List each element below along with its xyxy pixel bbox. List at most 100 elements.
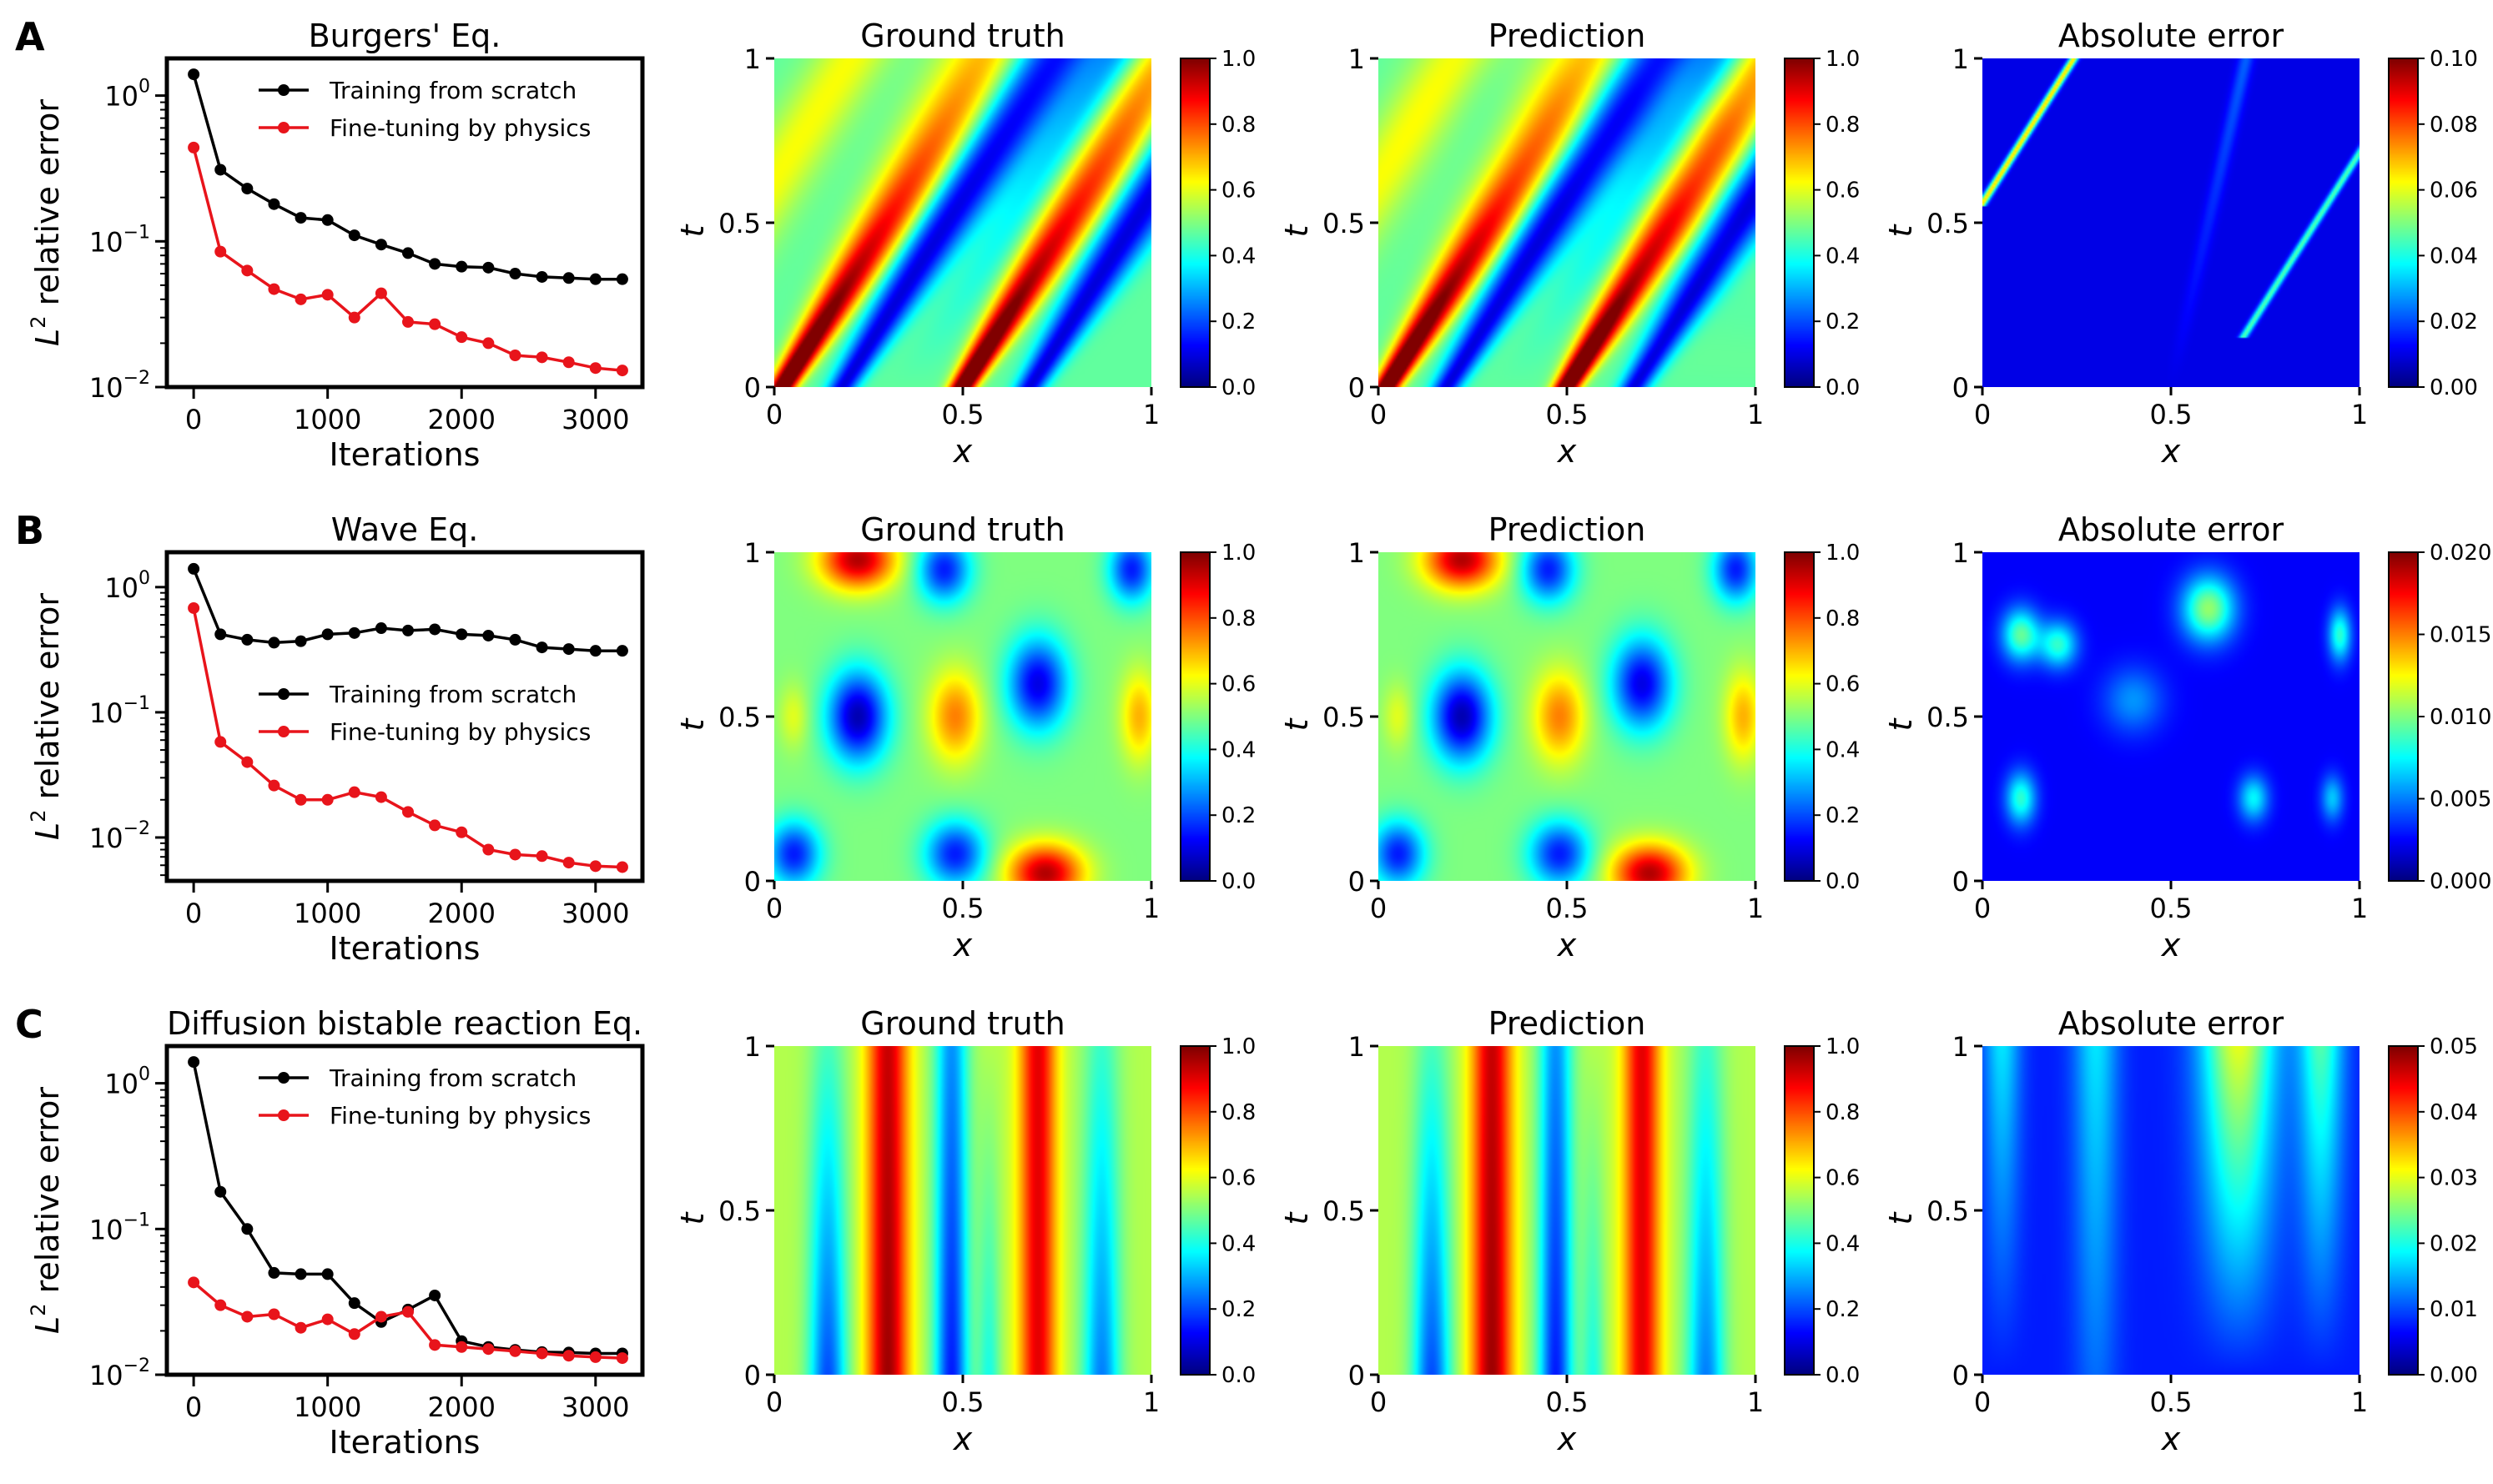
line-plot-frame [164,1044,645,1377]
panel-letter-A: A [15,14,45,59]
line-plot-frame [164,550,645,883]
data-point [536,351,548,364]
x-tick-label: 0.5 [2150,893,2193,924]
colorbar-tick-label: 0.010 [2430,705,2491,730]
legend-label: Training from scratch [329,77,577,104]
x-tick-label: 0 [185,898,202,929]
data-point [589,1351,602,1363]
heatmap-B-2: Prediction 00 0.5 0.5 1 1 x t 0.0 0.2 0.4 0.6 0.8 1.0 [1278,511,1860,963]
data-point [375,287,387,299]
heatmap-x-label: x [2161,1421,2181,1457]
x-tick-label: 1 [1747,1386,1764,1418]
colorbar [2389,1046,2418,1375]
legend-marker [278,1109,290,1121]
y-tick-label: 10−2 [89,1356,150,1391]
colorbar-tick-label: 0.005 [2430,787,2491,812]
x-tick-label: 1 [2351,399,2368,430]
colorbar [2389,552,2418,881]
colorbar-tick-label: 0.04 [2430,244,2478,269]
data-point [188,1056,200,1069]
x-tick-label: 0 [1974,1386,1991,1418]
colorbar-tick-label: 1.0 [1221,541,1256,566]
x-tick-label: 0.5 [942,893,985,924]
x-tick-label: 0 [1370,399,1387,430]
line-y-label: L2 relative error [27,593,66,840]
y-tick-label: 0 [1952,1360,1969,1391]
legend-label: Training from scratch [329,1064,577,1092]
colorbar-frame [1180,551,1211,882]
line-x-label: Iterations [330,930,481,967]
colorbar-tick-label: 0.4 [1221,737,1256,762]
colorbar-tick-label: 0.6 [1221,179,1256,204]
data-point [509,268,521,280]
x-tick-label: 0 [1370,893,1387,924]
series-line-finetune [192,147,623,372]
colorbar-frame [1784,58,1815,388]
colorbar-tick-label: 0.4 [1221,1231,1256,1256]
y-tick-label: 100 [104,77,150,113]
data-point [482,843,495,856]
data-point [589,362,602,375]
x-tick-label: 0 [1974,893,1991,924]
colorbar-tick-label: 0.0 [1221,869,1256,894]
heatmap-x-label: x [1557,1421,1577,1457]
data-point [295,1321,307,1334]
x-tick-label: 0.5 [1546,399,1589,430]
colorbar-tick-label: 0.2 [1221,1297,1256,1322]
data-point [295,793,307,806]
heatmap-y-label: t [1882,717,1919,731]
y-tick-label: 1 [744,43,761,75]
x-tick-label: 0.5 [942,399,985,430]
y-tick-label: 100 [104,1064,150,1100]
colorbar-tick-label: 0.06 [2430,179,2478,204]
data-point [321,214,334,226]
heatmap-title: Absolute error [2058,1005,2284,1042]
heatmap-y-label: t [1882,223,1919,237]
data-point [482,1343,495,1356]
y-tick-label: 0.5 [1322,208,1365,239]
y-tick-label: 10−2 [89,818,150,854]
colorbar [1181,58,1210,387]
heatmap-image [1378,58,1755,387]
colorbar-tick-label: 0.020 [2430,541,2491,566]
y-tick-label: 1 [1952,1031,1969,1063]
data-point [402,624,415,636]
legend-label: Fine-tuning by physics [330,1102,591,1129]
x-tick-label: 1000 [294,404,361,435]
row-C: C Diffusion bistable reaction Eq.10010−11… [15,1002,2478,1461]
data-point [456,331,468,344]
heatmap-image [774,1046,1151,1375]
data-point [214,628,227,641]
x-tick-label: 0 [185,404,202,435]
colorbar-tick-label: 0.8 [1826,606,1860,631]
colorbar-tick-label: 0.03 [2430,1166,2478,1191]
heatmap-B-3: Absolute error 00 0.5 0.5 1 1 x t 0.000 0.005 0.01… [1882,511,2491,963]
data-point [616,645,628,657]
colorbar-frame [1784,1045,1815,1376]
line-y-label: L2 relative error [27,1087,66,1334]
y-tick-label: 0 [1348,866,1365,898]
heatmap-y-label: t [674,1210,711,1225]
legend-marker [278,688,290,700]
colorbar-tick-label: 0.00 [2430,375,2478,400]
data-point [536,641,548,654]
data-point [241,1310,254,1323]
data-point [509,848,521,861]
colorbar [1785,552,1814,881]
y-tick-label: 1 [1348,43,1365,75]
colorbar-tick-label: 0.8 [1826,113,1860,138]
y-tick-label: 0 [1952,372,1969,404]
colorbar-tick-label: 0.08 [2430,113,2478,138]
legend-marker [278,122,290,133]
data-point [214,163,227,176]
colorbar-tick-label: 1.0 [1826,541,1860,566]
colorbar-tick-label: 0.0 [1826,869,1860,894]
data-point [321,628,334,641]
data-point [188,601,200,614]
data-point [536,850,548,863]
colorbar [1181,552,1210,881]
data-point [562,643,575,656]
heatmap-A-1: Ground truth 00 0.5 0.5 1 1 x t 0.0 0.2 0.4 0.6 0.8 1… [674,18,1256,470]
data-point [321,1313,334,1326]
heatmap-y-label: t [674,717,711,731]
